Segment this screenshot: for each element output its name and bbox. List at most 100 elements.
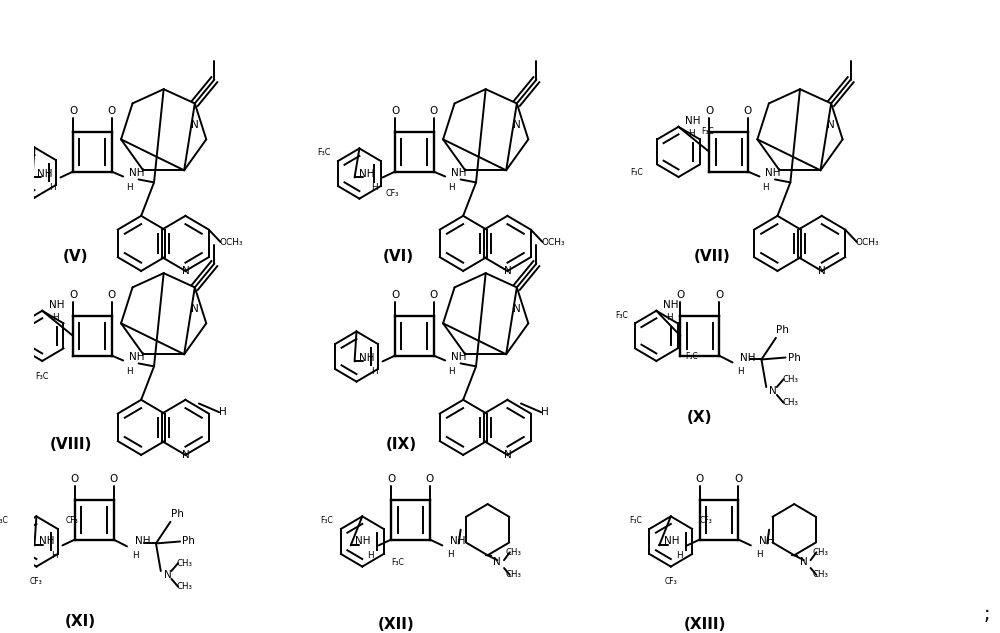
Text: NH: NH (759, 537, 774, 546)
Text: NH: NH (359, 168, 375, 179)
Text: NH: NH (129, 351, 144, 361)
Text: O: O (107, 106, 116, 116)
Text: H: H (666, 313, 673, 322)
Text: CH₃: CH₃ (782, 375, 798, 384)
Text: H: H (132, 551, 138, 560)
Text: Ph: Ph (776, 325, 789, 335)
Text: H: H (126, 367, 133, 376)
Text: OCH₃: OCH₃ (220, 237, 243, 246)
Text: H: H (219, 407, 227, 417)
Text: NH: NH (39, 537, 55, 546)
Text: (XI): (XI) (65, 613, 96, 629)
Text: N: N (827, 120, 835, 130)
Text: N: N (191, 120, 199, 130)
Text: O: O (109, 473, 118, 484)
Text: OCH₃: OCH₃ (856, 237, 879, 246)
Text: O: O (391, 289, 399, 299)
Text: CF₃: CF₃ (664, 577, 677, 586)
Text: F₃C: F₃C (318, 148, 331, 158)
Text: N: N (504, 266, 511, 276)
Text: N: N (769, 386, 777, 396)
Text: Ph: Ph (788, 353, 801, 363)
Text: (IX): (IX) (385, 437, 416, 451)
Text: F₃C: F₃C (631, 168, 643, 177)
Text: H: H (52, 313, 58, 322)
Text: O: O (696, 473, 704, 484)
Text: F₃C: F₃C (391, 558, 404, 567)
Text: CH₃: CH₃ (782, 398, 798, 407)
Text: F₃C: F₃C (685, 352, 698, 361)
Text: H: H (126, 183, 133, 192)
Text: (V): (V) (63, 249, 89, 264)
Text: H: H (737, 367, 744, 376)
Text: O: O (71, 473, 79, 484)
Text: H: H (49, 183, 56, 192)
Text: O: O (734, 473, 742, 484)
Text: O: O (426, 473, 434, 484)
Text: O: O (387, 473, 395, 484)
Text: NH: NH (765, 168, 781, 178)
Text: F₃C: F₃C (321, 517, 333, 525)
Text: CH₃: CH₃ (812, 570, 828, 579)
Text: O: O (391, 106, 399, 116)
Text: NH: NH (135, 537, 150, 546)
Text: (VIII): (VIII) (50, 437, 92, 451)
Text: N: N (182, 266, 189, 276)
Text: CF₃: CF₃ (30, 577, 43, 586)
Text: (VI): (VI) (382, 249, 414, 264)
Text: NH: NH (451, 351, 466, 361)
Text: N: N (800, 557, 808, 567)
Text: F₃C: F₃C (615, 311, 628, 320)
Text: H: H (371, 183, 378, 192)
Text: H: H (447, 550, 454, 559)
Text: ;: ; (984, 605, 990, 624)
Text: O: O (715, 289, 723, 299)
Text: (X): (X) (687, 410, 712, 425)
Text: CH₃: CH₃ (177, 582, 193, 591)
Text: F₃C: F₃C (36, 372, 49, 380)
Text: O: O (430, 289, 438, 299)
Text: CH₃: CH₃ (506, 548, 522, 557)
Text: N: N (182, 450, 189, 460)
Text: NH: NH (37, 168, 53, 179)
Text: H: H (367, 551, 374, 560)
Text: O: O (744, 106, 752, 116)
Text: CF₃: CF₃ (700, 517, 712, 525)
Text: NH: NH (685, 116, 701, 126)
Text: NH: NH (450, 537, 466, 546)
Text: (XII): (XII) (378, 617, 414, 632)
Text: H: H (541, 407, 549, 417)
Text: H: H (688, 129, 695, 138)
Text: NH: NH (359, 353, 375, 363)
Text: H: H (762, 183, 769, 192)
Text: O: O (69, 289, 77, 299)
Text: O: O (69, 106, 77, 116)
Text: N: N (504, 450, 511, 460)
Text: NH: NH (355, 537, 371, 546)
Text: N: N (191, 304, 199, 314)
Text: (VII): (VII) (694, 249, 731, 264)
Text: Ph: Ph (182, 537, 195, 546)
Text: H: H (448, 183, 455, 192)
Text: CF₃: CF₃ (65, 517, 78, 525)
Text: (XIII): (XIII) (683, 617, 726, 632)
Text: H: H (371, 367, 378, 376)
Text: F₃C: F₃C (0, 517, 8, 525)
Text: CH₃: CH₃ (812, 548, 828, 557)
Text: O: O (676, 289, 685, 299)
Text: NH: NH (664, 537, 679, 546)
Text: N: N (493, 557, 501, 567)
Text: O: O (430, 106, 438, 116)
Text: H: H (51, 551, 58, 560)
Text: CH₃: CH₃ (177, 558, 193, 568)
Text: NH: NH (663, 300, 679, 310)
Text: NH: NH (451, 168, 466, 178)
Text: Ph: Ph (171, 509, 184, 519)
Text: CH₃: CH₃ (506, 570, 522, 579)
Text: NH: NH (740, 353, 756, 363)
Text: NH: NH (49, 300, 64, 310)
Text: H: H (676, 551, 682, 560)
Text: N: N (513, 120, 521, 130)
Text: N: N (818, 266, 826, 276)
Text: F₃C: F₃C (629, 517, 642, 525)
